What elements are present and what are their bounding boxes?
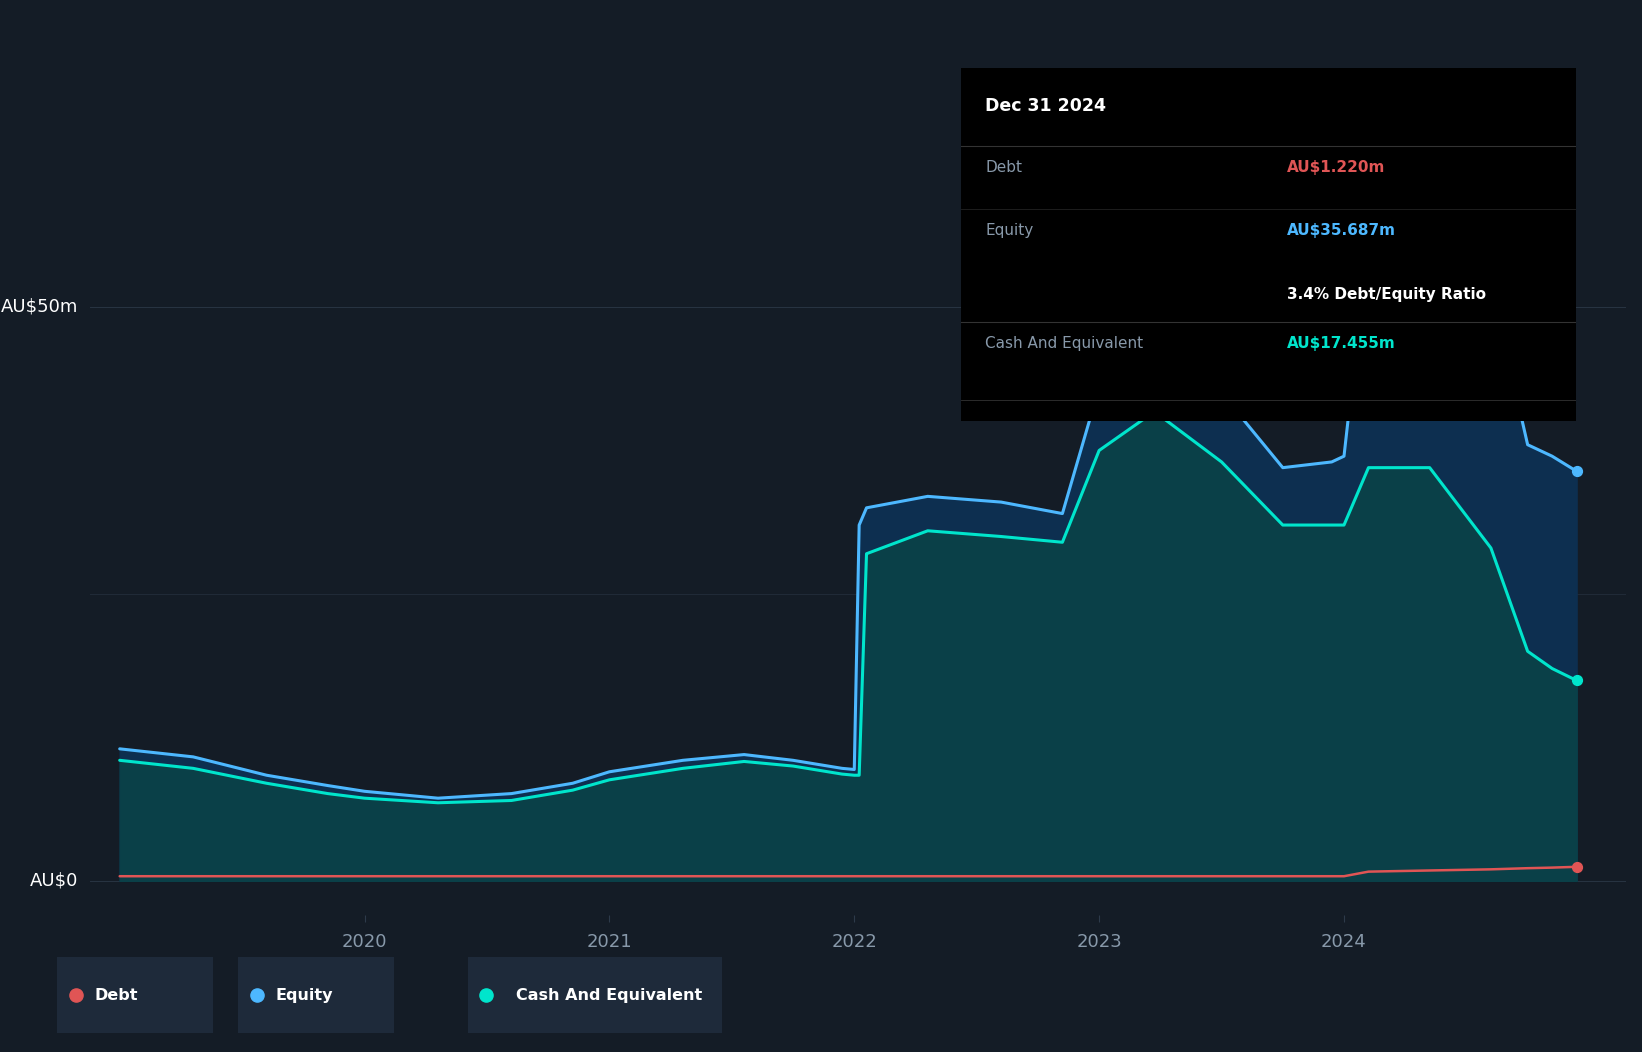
- Text: AU$50m: AU$50m: [0, 298, 79, 316]
- Text: Debt: Debt: [95, 988, 138, 1003]
- Text: AU$17.455m: AU$17.455m: [1287, 337, 1396, 351]
- Text: Dec 31 2024: Dec 31 2024: [985, 97, 1107, 115]
- Text: AU$0: AU$0: [30, 872, 79, 890]
- Text: Equity: Equity: [985, 223, 1033, 239]
- Point: [1563, 672, 1589, 689]
- Text: Equity: Equity: [276, 988, 333, 1003]
- Text: Cash And Equivalent: Cash And Equivalent: [985, 337, 1143, 351]
- Text: AU$1.220m: AU$1.220m: [1287, 160, 1386, 175]
- Text: Cash And Equivalent: Cash And Equivalent: [516, 988, 703, 1003]
- Point: [473, 987, 499, 1004]
- Point: [1563, 858, 1589, 875]
- Point: [243, 987, 269, 1004]
- Text: 3.4% Debt/Equity Ratio: 3.4% Debt/Equity Ratio: [1287, 287, 1486, 302]
- Text: Debt: Debt: [985, 160, 1023, 175]
- Point: [62, 987, 89, 1004]
- Text: AU$35.687m: AU$35.687m: [1287, 223, 1396, 239]
- Point: [1563, 463, 1589, 480]
